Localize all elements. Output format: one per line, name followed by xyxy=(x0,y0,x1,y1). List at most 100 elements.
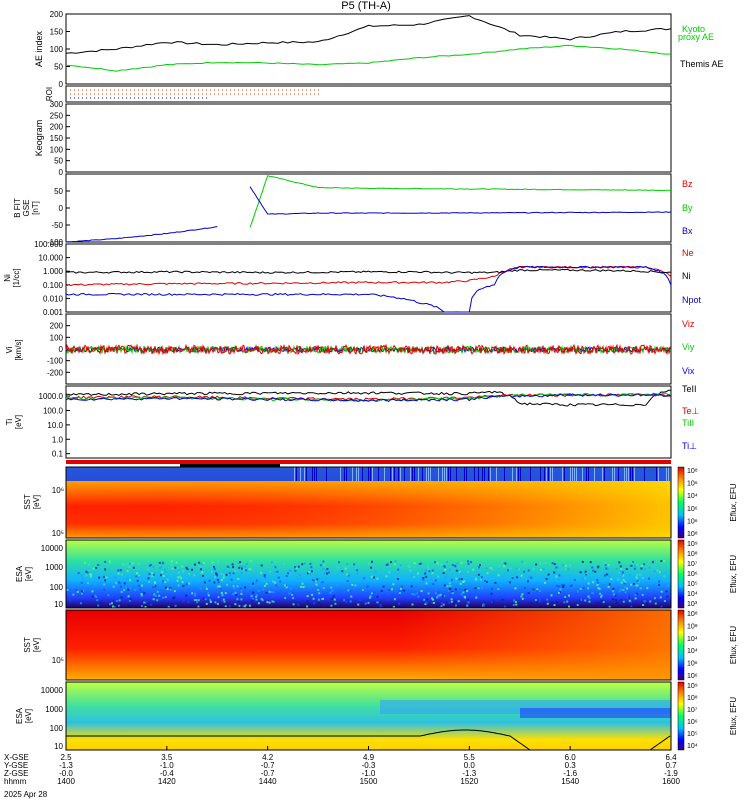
esa-noise-cell xyxy=(573,579,576,582)
esa-noise-cell xyxy=(376,601,379,604)
esa-noise-cell xyxy=(433,561,436,564)
ae-legend-proxy: proxy AE xyxy=(678,32,714,42)
esa-noise-cell xyxy=(408,566,411,569)
esa-noise-cell xyxy=(545,577,548,580)
esa-noise-cell xyxy=(624,586,627,589)
esa-noise-cell xyxy=(597,565,600,568)
esa-noise-cell xyxy=(334,602,337,605)
esa-noise-cell xyxy=(630,564,633,567)
esa-noise-cell xyxy=(462,591,465,594)
esa-noise-cell xyxy=(277,576,280,579)
esa-noise-cell xyxy=(380,590,383,592)
esa-noise-cell xyxy=(371,560,373,563)
sst-stripe xyxy=(442,467,443,481)
colorbars: 10⁸ 10⁶ 10⁴ 10⁶ 10⁶ 10⁸ Eflux, EFU 10⁹ 10⁸ 10⁷ 10⁶… xyxy=(677,466,738,751)
esa-noise-cell xyxy=(398,602,401,605)
esa-noise-cell xyxy=(181,565,184,568)
esa-noise-cell xyxy=(373,582,376,585)
esa-noise-cell xyxy=(645,603,648,606)
esa-noise-cell xyxy=(294,605,297,608)
esa-noise-cell xyxy=(307,603,310,606)
esa-noise-cell xyxy=(618,571,621,574)
sst-electron-stripes xyxy=(294,467,671,481)
esa-noise-cell xyxy=(126,577,129,580)
esa-noise-cell xyxy=(136,579,139,582)
esa-noise-cell xyxy=(234,591,237,594)
esa-noise-cell xyxy=(619,565,622,568)
esa-noise-cell xyxy=(343,599,346,602)
esa-noise-cell xyxy=(478,566,480,569)
temperature-panel: Ti [eV] 0.1 1.0 10.0 100.0 1000.0 TeII Te⊥ T… xyxy=(5,384,700,459)
esa-noise-cell xyxy=(215,574,218,577)
sst-stripe xyxy=(448,467,449,481)
esa-noise-cell xyxy=(123,582,126,585)
esa-noise-cell xyxy=(170,563,173,566)
colorbar-tick: 10⁶ xyxy=(687,571,698,578)
esa-noise-cell xyxy=(379,605,382,608)
esa-noise-cell xyxy=(646,602,648,605)
sst-stripe xyxy=(344,467,345,481)
esa-noise-cell xyxy=(467,597,469,600)
xaxis-value: -0.0 xyxy=(59,769,73,778)
esa-noise-cell xyxy=(251,598,254,600)
esa-noise-cell xyxy=(80,581,83,584)
esa-noise-cell xyxy=(362,588,364,591)
esa-noise-cell xyxy=(403,589,406,592)
esa-noise-cell xyxy=(494,581,497,584)
esa-noise-cell xyxy=(450,598,453,601)
esa-noise-cell xyxy=(185,583,188,586)
sst-stripe xyxy=(546,467,547,481)
esa-noise-cell xyxy=(388,589,391,592)
ni-line xyxy=(65,268,672,274)
esa-noise-cell xyxy=(510,604,513,607)
esa-noise-cell xyxy=(216,578,219,581)
esa-noise-cell xyxy=(252,591,255,594)
esa-noise-cell xyxy=(270,591,272,593)
esa-noise-cell xyxy=(660,605,663,608)
esa-noise-cell xyxy=(621,571,624,574)
esa-ion-yticks: 10 100 1000 10000 xyxy=(41,686,64,751)
esa-noise-cell xyxy=(274,581,277,584)
sst-stripe xyxy=(602,467,603,481)
colorbar-tick: 10⁴ xyxy=(687,493,698,500)
esa-noise-cell xyxy=(167,605,170,608)
esa-noise-cell xyxy=(425,601,428,604)
esa-noise-cell xyxy=(635,576,638,579)
sst-stripe xyxy=(626,467,627,481)
esa-noise-cell xyxy=(630,600,632,603)
esa-noise-cell xyxy=(628,574,631,577)
esa-noise-cell xyxy=(388,571,391,574)
sst-stripe xyxy=(340,467,341,481)
esa-noise-cell xyxy=(534,599,537,601)
esa-noise-cell xyxy=(95,596,98,598)
bfield-ytick-label: -100 xyxy=(47,238,64,247)
esa-noise-cell xyxy=(376,577,379,580)
esa-noise-cell xyxy=(576,590,579,593)
sst-stripe xyxy=(426,467,427,481)
esa-noise-cell xyxy=(321,598,324,601)
sst-stripe xyxy=(412,467,413,481)
esa-noise-cell xyxy=(107,594,110,597)
esa-noise-cell xyxy=(217,581,220,584)
esa-noise-cell xyxy=(489,567,492,569)
esa-noise-cell xyxy=(306,600,309,603)
esa-noise-cell xyxy=(467,560,469,563)
sst-stripe xyxy=(548,467,549,481)
temperature-ytick-label: 1000.0 xyxy=(39,392,64,401)
esa-noise-cell xyxy=(255,595,258,598)
density-panel: Ni [1/cc] 0.001 0.010 0.100 1.000 10.000 100.… xyxy=(3,240,702,317)
esa-noise-cell xyxy=(467,601,470,604)
esa-noise-cell xyxy=(643,600,646,603)
sst-stripe xyxy=(644,467,645,481)
bfield-yticks: -100 -50 0 50 xyxy=(47,187,70,247)
esa-noise-cell xyxy=(535,563,538,566)
esa-noise-cell xyxy=(454,588,457,591)
xaxis-row-label: Y-GSE xyxy=(4,761,28,770)
esa-noise-cell xyxy=(240,572,243,574)
xaxis-value: 0.7 xyxy=(665,761,677,770)
esa-noise-cell xyxy=(474,587,477,590)
esai-ytick-label: 100 xyxy=(50,724,64,733)
esa-noise-cell xyxy=(199,566,202,569)
esa-noise-cell xyxy=(126,562,129,565)
esa-noise-cell xyxy=(242,605,245,608)
